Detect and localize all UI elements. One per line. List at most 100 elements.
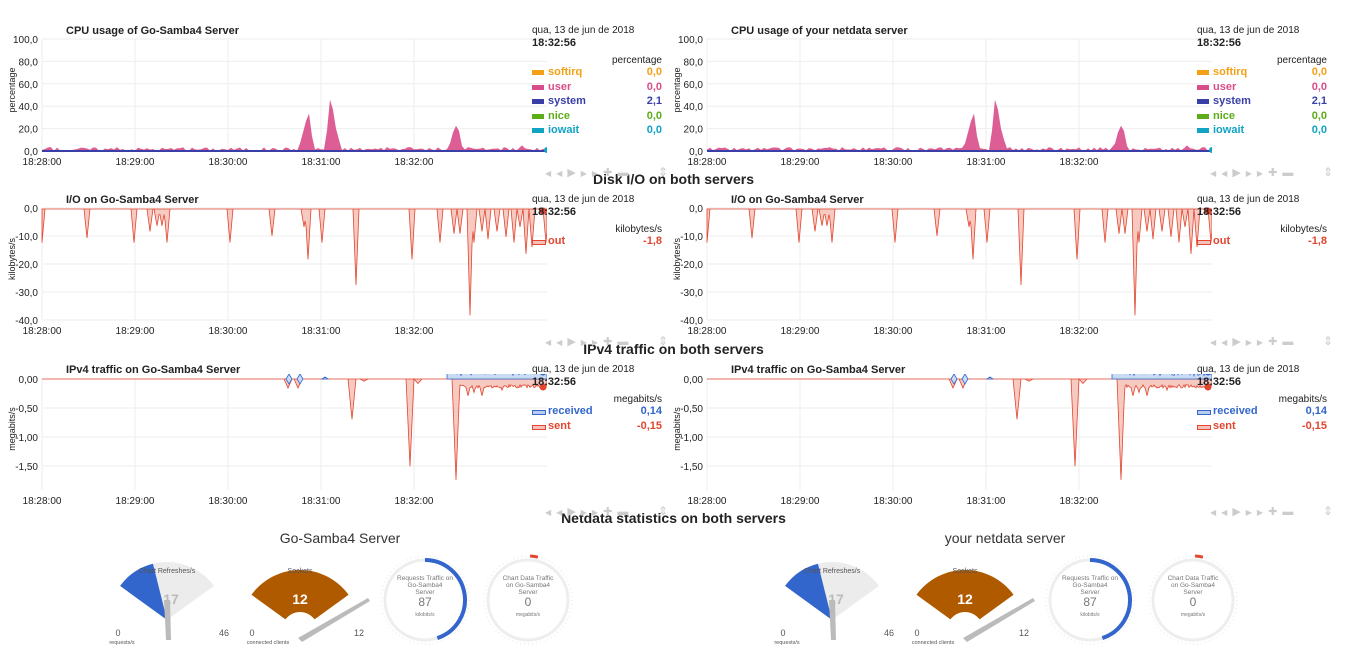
- io-chart-right[interactable]: I/O on Go-Samba4 Server kilobytes/s 0,0 -10…: [665, 194, 1333, 348]
- zoom-out-icon[interactable]: ▬: [1282, 167, 1299, 179]
- plot-area[interactable]: 100,0 80,0 60,0 40,0 20,0 0,018:28:00 18:29:00…: [665, 35, 1212, 167]
- plot-area[interactable]: 0,00 -0,50 -1,00 -1,50 18:28:00 18:29:00 18:30…: [0, 374, 547, 506]
- legend-item-out[interactable]: out -1,8: [532, 235, 662, 250]
- x-tick-label: 18:28:00: [23, 496, 62, 506]
- zoom-out-icon[interactable]: ▬: [617, 167, 634, 179]
- y-tick-label: 0,00: [19, 375, 39, 386]
- resize-handle-icon[interactable]: ⇕: [658, 334, 674, 348]
- forward-icon[interactable]: ▶▶: [1245, 338, 1269, 347]
- rewind-icon[interactable]: ◀◀: [545, 169, 568, 178]
- x-tick-label: 18:30:00: [874, 326, 913, 336]
- plot-area[interactable]: 0,00 -0,50 -1,00 -1,50 18:28:00 18:29:00 18:30…: [665, 374, 1212, 506]
- play-icon[interactable]: ▶: [1232, 167, 1246, 179]
- legend-item-sent[interactable]: sent -0,15: [1197, 420, 1327, 435]
- chart-title: IPv4 traffic on Go-Samba4 Server: [66, 364, 241, 376]
- legend-name: received: [548, 405, 593, 417]
- forward-icon[interactable]: ▶▶: [580, 338, 604, 347]
- play-icon[interactable]: ▶: [567, 506, 581, 518]
- plot-area[interactable]: 0,0 -10,0 -20,0 -30,0 -40,018:28:00 18:29:00 1…: [665, 204, 1212, 336]
- resize-handle-icon[interactable]: ⇕: [658, 504, 674, 518]
- legend-item-received[interactable]: received 0,14: [1197, 405, 1327, 420]
- legend-item-user[interactable]: user 0,0: [532, 81, 662, 96]
- zoom-out-icon[interactable]: ▬: [617, 506, 634, 518]
- y-tick-label: 0,0: [689, 147, 703, 158]
- cpu-chart-right[interactable]: CPU usage of your netdata server percenta…: [665, 25, 1333, 179]
- rewind-icon[interactable]: ◀◀: [1210, 338, 1233, 347]
- plot-area[interactable]: 100,0 80,0 60,0 40,0 20,0 0,018:28:00 18:29:00…: [0, 35, 547, 167]
- section-title-netdata: Netdata statistics on both servers: [561, 510, 786, 526]
- legend-item-system[interactable]: system 2,1: [532, 95, 662, 110]
- legend-time: 18:32:56: [532, 206, 577, 218]
- legend-item-softirq[interactable]: softirq 0,0: [532, 66, 662, 81]
- legend-value: 2,1: [646, 95, 662, 107]
- forward-icon[interactable]: ▶▶: [1245, 169, 1269, 178]
- zoom-in-icon[interactable]: ✚: [603, 506, 618, 518]
- legend-swatch: [1197, 99, 1209, 104]
- zoom-in-icon[interactable]: ✚: [1268, 506, 1283, 518]
- ipv4-chart-left[interactable]: IPv4 traffic on Go-Samba4 Server megabits…: [0, 364, 668, 518]
- gauges-right: Chart Refreshes/s 17 0 46 requests/s Sockets 1…: [765, 550, 1245, 663]
- legend-units: percentage: [611, 55, 662, 66]
- legend-date: qua, 13 de jun de 2018: [1197, 25, 1300, 36]
- legend-name: user: [1213, 80, 1237, 93]
- zoom-out-icon[interactable]: ▬: [617, 336, 634, 348]
- x-tick-label: 18:31:00: [302, 496, 341, 506]
- chart-legend: qua, 13 de jun de 2018 18:32:56 percentage…: [1197, 25, 1327, 139]
- play-icon[interactable]: ▶: [567, 336, 581, 348]
- play-icon[interactable]: ▶: [1232, 506, 1246, 518]
- ipv4-chart-right[interactable]: IPv4 traffic on Go-Samba4 Server megabits…: [665, 364, 1333, 518]
- legend-time: 18:32:56: [1197, 206, 1242, 218]
- zoom-in-icon[interactable]: ✚: [1268, 336, 1283, 348]
- rewind-icon[interactable]: ◀◀: [545, 338, 568, 347]
- legend-item-iowait[interactable]: iowait 0,0: [532, 124, 662, 139]
- x-tick-label: 18:32:00: [1060, 157, 1099, 167]
- gauge-refreshes-label: Chart Refreshes/s: [804, 568, 861, 575]
- forward-icon[interactable]: ▶▶: [580, 508, 604, 517]
- legend-item-system[interactable]: system 2,1: [1197, 95, 1327, 110]
- gauge-chartdata-units: megabits/s: [516, 612, 541, 618]
- rewind-icon[interactable]: ◀◀: [1210, 508, 1233, 517]
- zoom-in-icon[interactable]: ✚: [603, 336, 618, 348]
- x-tick-label: 18:29:00: [116, 326, 155, 336]
- resize-handle-icon[interactable]: ⇕: [1323, 165, 1339, 179]
- forward-icon[interactable]: ▶▶: [1245, 508, 1269, 517]
- legend-units: megabits/s: [1278, 394, 1327, 405]
- rewind-icon[interactable]: ◀◀: [1210, 169, 1233, 178]
- resize-handle-icon[interactable]: ⇕: [1323, 504, 1339, 518]
- io-chart-left[interactable]: I/O on Go-Samba4 Server kilobytes/s 0,0 -10…: [0, 194, 668, 348]
- legend-item-nice[interactable]: nice 0,0: [1197, 110, 1327, 125]
- cpu-chart-left[interactable]: CPU usage of Go-Samba4 Server percentage 1…: [0, 25, 668, 179]
- y-tick-label: 40,0: [19, 102, 39, 113]
- y-tick-label: -1,00: [15, 433, 38, 444]
- legend-name: softirq: [548, 66, 583, 78]
- zoom-in-icon[interactable]: ✚: [603, 167, 618, 179]
- legend-item-softirq[interactable]: softirq 0,0: [1197, 66, 1327, 81]
- x-tick-label: 18:29:00: [116, 496, 155, 506]
- x-tick-label: 18:32:00: [1060, 496, 1099, 506]
- legend-swatch: [532, 84, 544, 90]
- legend-item-sent[interactable]: sent -0,15: [532, 420, 662, 435]
- legend-item-iowait[interactable]: iowait 0,0: [1197, 124, 1327, 139]
- resize-handle-icon[interactable]: ⇕: [1323, 334, 1339, 348]
- resize-handle-icon[interactable]: ⇕: [658, 165, 674, 179]
- series-sent: [42, 378, 547, 480]
- legend-swatch: [532, 424, 546, 430]
- chart-title: CPU usage of your netdata server: [731, 25, 908, 37]
- legend-item-nice[interactable]: nice 0,0: [532, 110, 662, 125]
- zoom-in-icon[interactable]: ✚: [1268, 167, 1283, 179]
- rewind-icon[interactable]: ◀◀: [545, 508, 568, 517]
- legend-item-received[interactable]: received 0,14: [532, 405, 662, 420]
- forward-icon[interactable]: ▶▶: [580, 169, 604, 178]
- legend-value: 0,14: [1305, 405, 1327, 417]
- play-icon[interactable]: ▶: [1232, 336, 1246, 348]
- play-icon[interactable]: ▶: [567, 167, 581, 179]
- legend-item-out[interactable]: out -1,8: [1197, 235, 1327, 250]
- plot-area[interactable]: 0,0 -10,0 -20,0 -30,0 -40,018:28:00 18:29:00 1…: [0, 204, 547, 336]
- zoom-out-icon[interactable]: ▬: [1282, 336, 1299, 348]
- y-tick-label: 20,0: [684, 125, 704, 136]
- gauge-sockets-units: connected clients: [247, 640, 290, 646]
- legend-item-user[interactable]: user 0,0: [1197, 81, 1327, 96]
- zoom-out-icon[interactable]: ▬: [1282, 506, 1299, 518]
- legend-swatch: [532, 70, 544, 75]
- gauge-chartdata-units: megabits/s: [1181, 612, 1206, 618]
